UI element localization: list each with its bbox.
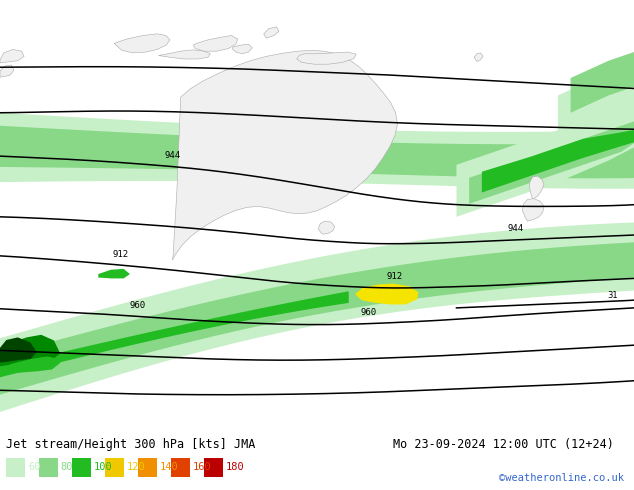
Polygon shape [0, 113, 634, 189]
Text: 140: 140 [160, 463, 179, 472]
Bar [105, 458, 124, 477]
Polygon shape [232, 44, 252, 54]
Polygon shape [482, 130, 634, 193]
Text: ©weatheronline.co.uk: ©weatheronline.co.uk [500, 472, 624, 483]
Polygon shape [0, 243, 634, 394]
Text: 944: 944 [507, 224, 524, 233]
Polygon shape [0, 126, 634, 178]
Polygon shape [193, 36, 238, 51]
Polygon shape [0, 49, 24, 63]
Polygon shape [0, 335, 60, 367]
Text: 912: 912 [112, 249, 129, 259]
Text: 160: 160 [193, 463, 212, 472]
Text: Jet stream/Height 300 hPa [kts] JMA: Jet stream/Height 300 hPa [kts] JMA [6, 438, 256, 451]
Polygon shape [558, 70, 634, 139]
Polygon shape [0, 222, 634, 412]
Polygon shape [98, 269, 130, 278]
Polygon shape [571, 52, 634, 113]
Polygon shape [469, 122, 634, 204]
Polygon shape [0, 65, 14, 77]
Polygon shape [355, 284, 418, 304]
Text: 31: 31 [607, 292, 618, 300]
Bar [204, 458, 223, 477]
Bar [6, 458, 25, 477]
Polygon shape [456, 100, 634, 217]
Polygon shape [318, 221, 335, 234]
Polygon shape [0, 291, 349, 377]
Bar [72, 458, 91, 477]
Text: 912: 912 [386, 272, 402, 281]
Text: 120: 120 [127, 463, 146, 472]
Text: 180: 180 [226, 463, 245, 472]
Polygon shape [158, 50, 210, 59]
Text: 960: 960 [130, 301, 146, 310]
Polygon shape [114, 34, 170, 53]
Polygon shape [0, 338, 37, 363]
Polygon shape [172, 50, 398, 260]
Bar [171, 458, 190, 477]
Polygon shape [264, 27, 279, 38]
Polygon shape [529, 176, 544, 199]
Polygon shape [0, 356, 60, 374]
Text: 960: 960 [361, 308, 377, 317]
Text: 80: 80 [61, 463, 74, 472]
Bar [138, 458, 157, 477]
Text: Mo 23-09-2024 12:00 UTC (12+24): Mo 23-09-2024 12:00 UTC (12+24) [393, 438, 614, 451]
Polygon shape [522, 198, 544, 221]
Bar [39, 458, 58, 477]
Text: 100: 100 [94, 463, 113, 472]
Polygon shape [297, 52, 356, 64]
Polygon shape [474, 53, 483, 62]
Text: 944: 944 [165, 151, 181, 160]
Text: 60: 60 [28, 463, 41, 472]
